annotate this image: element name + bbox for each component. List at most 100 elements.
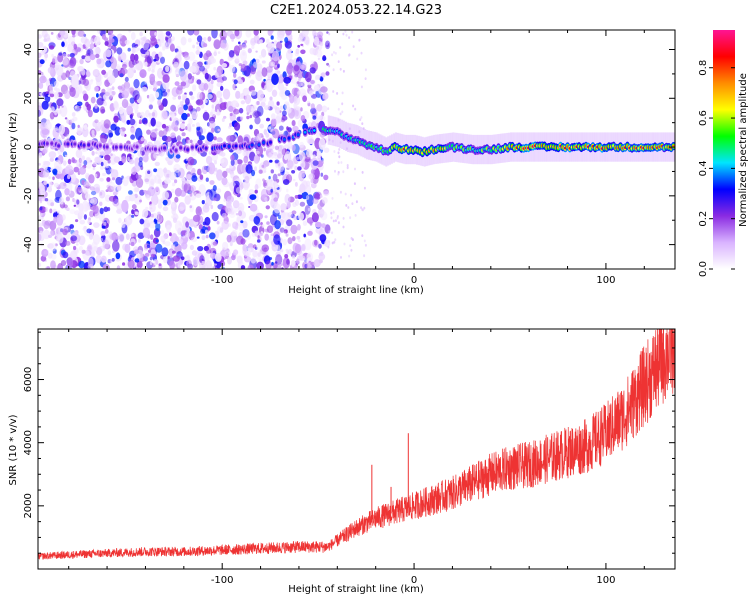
spectrogram-noise-cell bbox=[147, 249, 151, 253]
spectrogram-noise-cell bbox=[274, 159, 280, 164]
spectrogram-noise-cell bbox=[271, 149, 274, 154]
spectrogram-noise-cell bbox=[146, 55, 153, 64]
spectrogram-noise-cell bbox=[253, 155, 260, 164]
spectrogram-noise-cell bbox=[350, 248, 353, 252]
spectrogram-noise-cell bbox=[328, 64, 331, 68]
spectrogram-noise-cell bbox=[296, 235, 301, 240]
spectrogram-noise-cell bbox=[165, 65, 170, 73]
spectrogram-noise-cell bbox=[316, 115, 322, 120]
spectrogram-noise-cell bbox=[65, 196, 70, 202]
spectrogram-noise-cell bbox=[208, 81, 214, 91]
spectrogram-noise-cell bbox=[263, 84, 270, 91]
spectrogram-noise-cell bbox=[254, 116, 261, 125]
spectrogram-noise-cell bbox=[260, 188, 268, 200]
spectrogram-noise-cell bbox=[77, 30, 85, 37]
spectrogram-noise-cell bbox=[191, 250, 198, 256]
spectrogram-noise-cell bbox=[222, 241, 229, 251]
spectrogram-noise-cell bbox=[341, 102, 344, 106]
colorbar-tick-label: 0.6 bbox=[698, 110, 709, 126]
spectrogram-x-axis-label: Height of straight line (km) bbox=[288, 285, 424, 296]
spectrogram-noise-cell bbox=[289, 37, 293, 40]
spectrogram-noise-cell bbox=[221, 212, 227, 219]
spectrogram-noise-cell bbox=[320, 211, 328, 221]
spectrogram-noise-cell bbox=[244, 175, 250, 184]
spectrogram-noise-cell bbox=[257, 235, 260, 239]
spectrogram-noise-cell bbox=[196, 41, 199, 45]
spectrogram-noise-cell bbox=[205, 177, 209, 182]
spectrogram-noise-cell bbox=[84, 38, 91, 49]
spectrogram-noise-cell bbox=[221, 220, 229, 230]
spectrogram-noise-cell bbox=[301, 244, 306, 250]
spectrogram-noise-cell bbox=[343, 242, 346, 246]
spectrogram-noise-cell bbox=[183, 95, 187, 99]
spectrogram-noise-cell bbox=[159, 32, 166, 38]
spectrogram-noise-cell bbox=[294, 181, 298, 187]
spectrogram-noise-cell bbox=[186, 164, 193, 172]
spectrogram-noise-cell bbox=[300, 171, 306, 178]
spectrogram-noise-cell bbox=[290, 259, 296, 267]
spectrogram-noise-cell bbox=[112, 240, 120, 252]
spectrogram-noise-cell bbox=[297, 239, 301, 243]
spectrogram-noise-cell bbox=[319, 234, 327, 243]
spectrogram-noise-cell bbox=[59, 197, 64, 205]
spectrogram-noise-cell bbox=[44, 121, 52, 131]
spectrogram-noise-cell bbox=[330, 216, 333, 220]
spectrogram-noise-cell bbox=[348, 36, 351, 39]
spectrogram-noise-cell bbox=[274, 264, 282, 269]
spectrogram-noise-cell bbox=[149, 73, 156, 82]
spectrogram-noise-cell bbox=[296, 258, 300, 265]
spectrogram-noise-cell bbox=[331, 53, 334, 57]
spectrogram-noise-cell bbox=[125, 233, 130, 240]
spectrogram-noise-cell bbox=[177, 95, 181, 100]
spectrogram-noise-cell bbox=[259, 39, 263, 44]
spectrogram-noise-cell bbox=[267, 41, 275, 54]
spectrogram-noise-cell bbox=[100, 106, 105, 114]
spectrogram-noise-cell bbox=[54, 91, 59, 100]
spectrogram-noise-cell bbox=[151, 194, 159, 206]
spectrogram-noise-cell bbox=[70, 118, 75, 123]
spectrogram-noise-cell bbox=[90, 38, 94, 44]
spectrogram-noise-cell bbox=[83, 160, 88, 166]
spectrogram-noise-cell bbox=[65, 240, 71, 246]
spectrogram-noise-cell bbox=[280, 263, 283, 266]
spectrogram-noise-cell bbox=[319, 41, 324, 46]
spectrogram-noise-cell bbox=[312, 198, 319, 204]
spectrogram-noise-cell bbox=[312, 115, 317, 120]
spectrogram-noise-cell bbox=[147, 67, 151, 72]
spectrogram-noise-cell bbox=[46, 266, 51, 269]
spectrogram-noise-cell bbox=[264, 182, 267, 187]
spectrogram-noise-cell bbox=[128, 254, 133, 259]
spectrogram-noise-cell bbox=[233, 79, 238, 85]
spectrogram-noise-cell bbox=[313, 259, 321, 268]
spectrogram-noise-cell bbox=[300, 64, 307, 71]
spectrogram-noise-cell bbox=[181, 138, 187, 146]
spectrogram-noise-cell bbox=[277, 63, 280, 69]
spectrogram-noise-cell bbox=[54, 182, 59, 188]
spectrogram-noise-cell bbox=[62, 160, 67, 166]
spectrogram-noise-cell bbox=[352, 104, 355, 108]
spectrogram-noise-cell bbox=[292, 64, 301, 76]
spectrogram-noise-cell bbox=[292, 201, 297, 208]
spectrogram-noise-cell bbox=[38, 223, 43, 227]
spectrogram-noise-cell bbox=[88, 232, 94, 240]
spectrogram-ridge-cell bbox=[250, 143, 254, 147]
spectrogram-noise-cell bbox=[90, 190, 97, 196]
spectrogram-noise-cell bbox=[90, 96, 96, 104]
spectrogram-noise-cell bbox=[210, 57, 216, 64]
spectrogram-noise-cell bbox=[92, 105, 100, 113]
spectrogram-noise-cell bbox=[207, 89, 212, 94]
spectrogram-noise-cell bbox=[53, 80, 59, 88]
spectrogram-noise-cell bbox=[181, 112, 188, 121]
spectrogram-noise-cell bbox=[195, 50, 201, 55]
spectrogram-noise-cell bbox=[279, 227, 285, 233]
spectrogram-noise-cell bbox=[187, 30, 195, 36]
spectrogram-noise-cell bbox=[76, 126, 83, 136]
spectrogram-noise-cell bbox=[78, 166, 87, 175]
spectrogram-ridge-cell bbox=[50, 142, 54, 145]
spectrogram-noise-cell bbox=[303, 233, 307, 238]
spectrogram-noise-cell bbox=[313, 36, 320, 46]
spectrogram-noise-cell bbox=[130, 31, 136, 41]
spectrogram-noise-cell bbox=[113, 156, 121, 163]
spectrogram-noise-cell bbox=[164, 178, 171, 184]
spectrogram-noise-cell bbox=[198, 224, 203, 230]
